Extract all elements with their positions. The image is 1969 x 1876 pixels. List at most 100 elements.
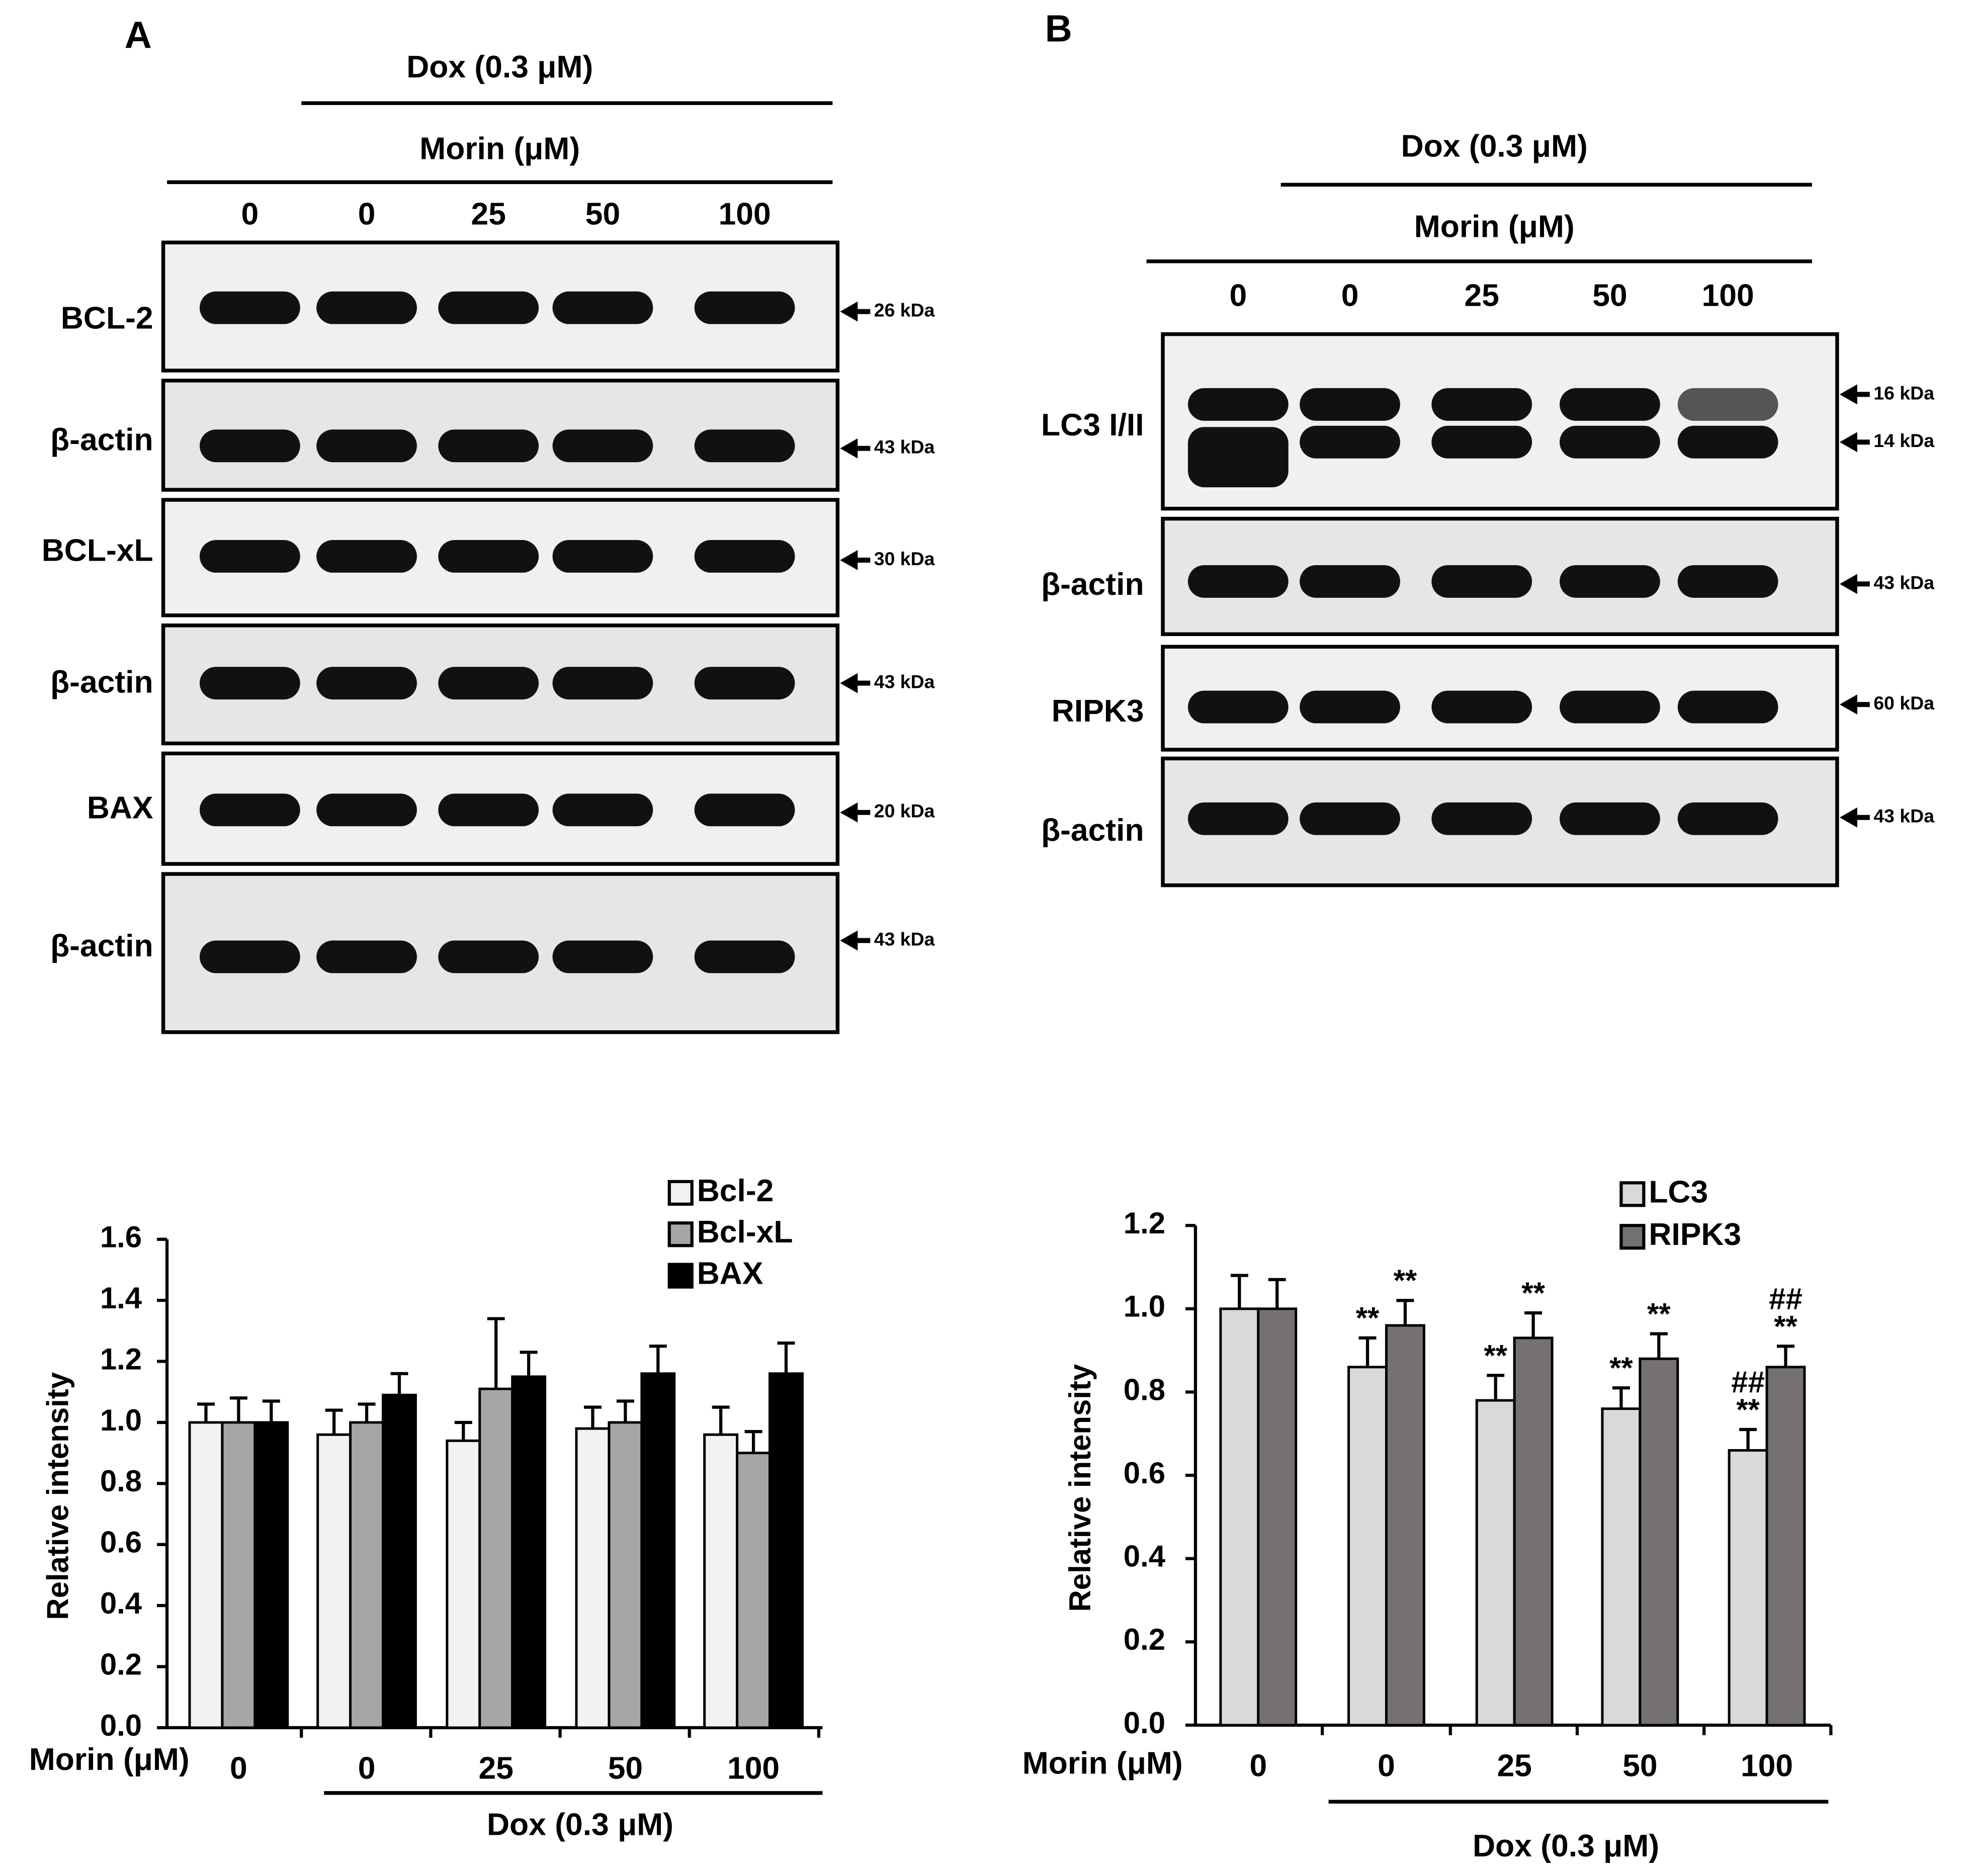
band [316,667,417,700]
group-label: Dox (0.3 μM) [1473,1828,1659,1863]
band [199,540,300,573]
bar [316,1433,352,1729]
y-tick-label: 0.4 [100,1586,142,1620]
significance-label: ** [1609,1351,1633,1385]
band [694,793,795,827]
band [1187,427,1289,488]
kda-arrow [1839,432,1870,453]
band [316,540,417,573]
lane-label: 0 [1341,278,1359,313]
band [694,940,795,973]
kda-label: 20 kDa [874,800,935,822]
treatment-label: Dox (0.3 μM) [1401,128,1588,163]
band [438,429,539,463]
y-tick-label: 0.4 [1124,1540,1165,1573]
bar [1513,1336,1554,1727]
kda-label: 43 kDa [1873,572,1935,593]
treatment-label: Morin (μM) [419,131,580,166]
x-tick-label: 25 [479,1750,513,1785]
kda-arrow [1839,574,1870,594]
blot-label: β-actin [1041,567,1144,602]
bar [221,1421,256,1729]
blot-label: RIPK3 [1052,693,1144,729]
lane-label: 50 [585,196,620,231]
error-bar [1396,1299,1414,1326]
error-bar [520,1351,538,1377]
bar [768,1372,804,1729]
band [1677,565,1778,598]
error-bar [777,1342,795,1374]
treatment-label: Morin (μM) [1414,209,1575,244]
band [1560,802,1660,835]
kda-label: 60 kDa [1873,692,1935,713]
band [1431,690,1532,724]
band [438,667,539,700]
blot-label: β-actin [50,665,153,700]
y-axis-title: Relative intensity [1063,1364,1097,1612]
error-bar [229,1396,247,1422]
blot-label: BCL-xL [42,532,153,568]
band [1677,690,1778,724]
error-bar [262,1399,280,1422]
error-bar [1487,1374,1505,1401]
x-tick-label: 0 [230,1750,247,1785]
x-tick-label: 100 [1741,1748,1793,1783]
kda-label: 30 kDa [874,548,935,569]
bar [382,1393,417,1729]
y-tick-label: 1.0 [100,1403,142,1437]
kda-arrow [840,673,871,693]
error-bar [649,1345,667,1374]
x-tick-label: 100 [727,1750,780,1785]
error-bar [1612,1386,1630,1409]
group-label: Dox (0.3 μM) [487,1807,673,1842]
y-axis-title: Relative intensity [41,1372,75,1620]
kda-label: 43 kDa [1873,806,1935,827]
lane-label: 100 [1702,278,1754,313]
legend-swatch [667,1221,694,1247]
bar [736,1452,772,1729]
error-bar [1524,1311,1543,1338]
legend-label: LC3 [1649,1174,1708,1209]
bar [349,1421,385,1729]
band [316,291,417,324]
bar [703,1433,739,1729]
error-bar [454,1420,472,1441]
band [1300,388,1400,421]
bar [1475,1399,1516,1727]
error-bar [1776,1345,1794,1367]
band [552,667,653,700]
x-tick-label: 50 [1622,1748,1657,1783]
lane-label: 25 [471,196,506,231]
band [1431,802,1532,835]
band [1187,690,1289,724]
blot-label: β-actin [50,422,153,458]
bar [575,1427,611,1729]
band [316,940,417,973]
panel-letter: A [125,14,152,56]
band [552,429,653,463]
y-tick-label: 0.8 [100,1464,142,1498]
band [1560,690,1660,724]
band [694,291,795,324]
x-tick-label: 25 [1497,1748,1531,1783]
band [1677,425,1778,459]
band [1300,425,1400,459]
band [438,291,539,324]
legend-label: Bcl-xL [697,1214,793,1249]
legend-swatch [1619,1181,1646,1207]
band [1300,565,1400,598]
bar [1257,1307,1298,1727]
kda-label: 43 kDa [874,671,935,692]
lane-label: 100 [719,196,771,231]
error-bar [1230,1274,1248,1309]
lane-label: 25 [1465,278,1499,313]
legend-swatch [667,1263,694,1289]
band [316,429,417,463]
treatment-label: Dox (0.3 μM) [406,49,593,84]
band [552,291,653,324]
error-bar [390,1372,408,1395]
y-tick-label: 1.0 [1124,1290,1165,1323]
x-tick-label: 0 [1249,1748,1267,1783]
x-tick-label: 0 [1378,1748,1395,1783]
legend-swatch [667,1180,694,1206]
